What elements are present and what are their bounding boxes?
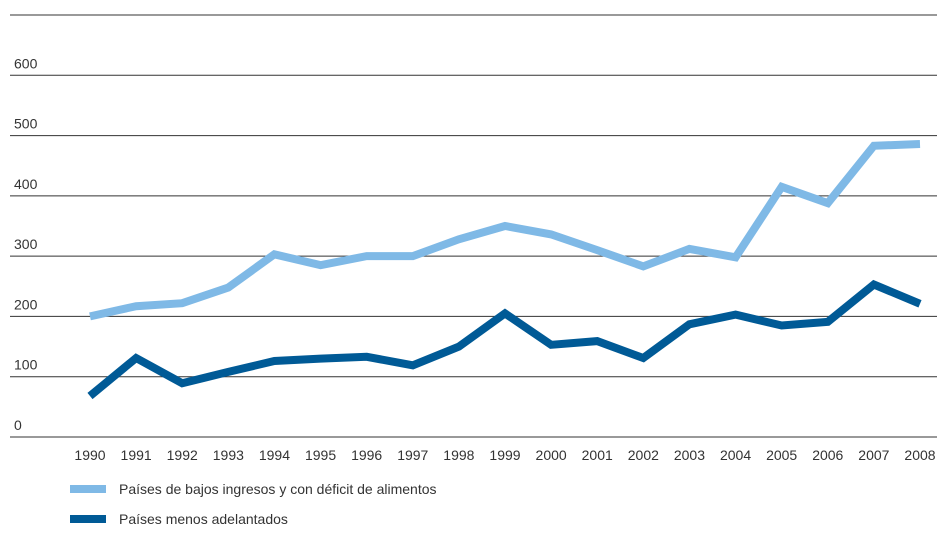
y-tick-label: 600 bbox=[14, 55, 38, 71]
legend: Países de bajos ingresos y con déficit d… bbox=[70, 478, 437, 538]
x-tick-label: 2008 bbox=[904, 447, 935, 463]
x-tick-label: 2001 bbox=[582, 447, 613, 463]
x-tick-label: 2004 bbox=[720, 447, 751, 463]
legend-swatch-low-income bbox=[70, 485, 106, 493]
series-line-1 bbox=[87, 279, 922, 400]
x-tick-label: 1997 bbox=[397, 447, 428, 463]
x-tick-label: 2002 bbox=[628, 447, 659, 463]
y-tick-label: 0 bbox=[14, 417, 22, 433]
legend-label-least-developed: Países menos adelantados bbox=[119, 511, 288, 527]
legend-label-low-income: Países de bajos ingresos y con déficit d… bbox=[119, 481, 437, 497]
x-tick-label: 2006 bbox=[812, 447, 843, 463]
x-tick-label: 1992 bbox=[167, 447, 198, 463]
x-tick-label: 1996 bbox=[351, 447, 382, 463]
y-tick-label: 100 bbox=[14, 357, 38, 373]
y-tick-label: 300 bbox=[14, 236, 38, 252]
legend-item-low-income: Países de bajos ingresos y con déficit d… bbox=[70, 478, 437, 500]
gridlines bbox=[10, 14, 937, 438]
series-lines bbox=[87, 140, 922, 400]
x-axis-ticks: 1990 1991 1992 1993 1994 1995 1996 1997 1998 1999… bbox=[74, 447, 935, 463]
x-tick-label: 2005 bbox=[766, 447, 797, 463]
y-tick-label: 200 bbox=[14, 296, 38, 312]
x-tick-label: 1993 bbox=[213, 447, 244, 463]
x-tick-label: 1999 bbox=[489, 447, 520, 463]
legend-item-least-developed: Países menos adelantados bbox=[70, 508, 437, 530]
legend-swatch-least-developed bbox=[70, 515, 106, 523]
x-tick-label: 1995 bbox=[305, 447, 336, 463]
y-axis-ticks: 0 100 200 300 400 500 600 bbox=[14, 55, 38, 433]
x-tick-label: 2003 bbox=[674, 447, 705, 463]
x-tick-label: 2000 bbox=[536, 447, 567, 463]
x-tick-label: 2007 bbox=[858, 447, 889, 463]
x-tick-label: 1991 bbox=[121, 447, 152, 463]
y-tick-label: 500 bbox=[14, 116, 38, 132]
x-tick-label: 1998 bbox=[443, 447, 474, 463]
series-line-0 bbox=[89, 140, 921, 321]
line-chart: 0 100 200 300 400 500 600 1990 1991 1992 1993 1994… bbox=[10, 14, 937, 463]
y-tick-label: 400 bbox=[14, 176, 38, 192]
x-tick-label: 1994 bbox=[259, 447, 290, 463]
x-tick-label: 1990 bbox=[74, 447, 105, 463]
